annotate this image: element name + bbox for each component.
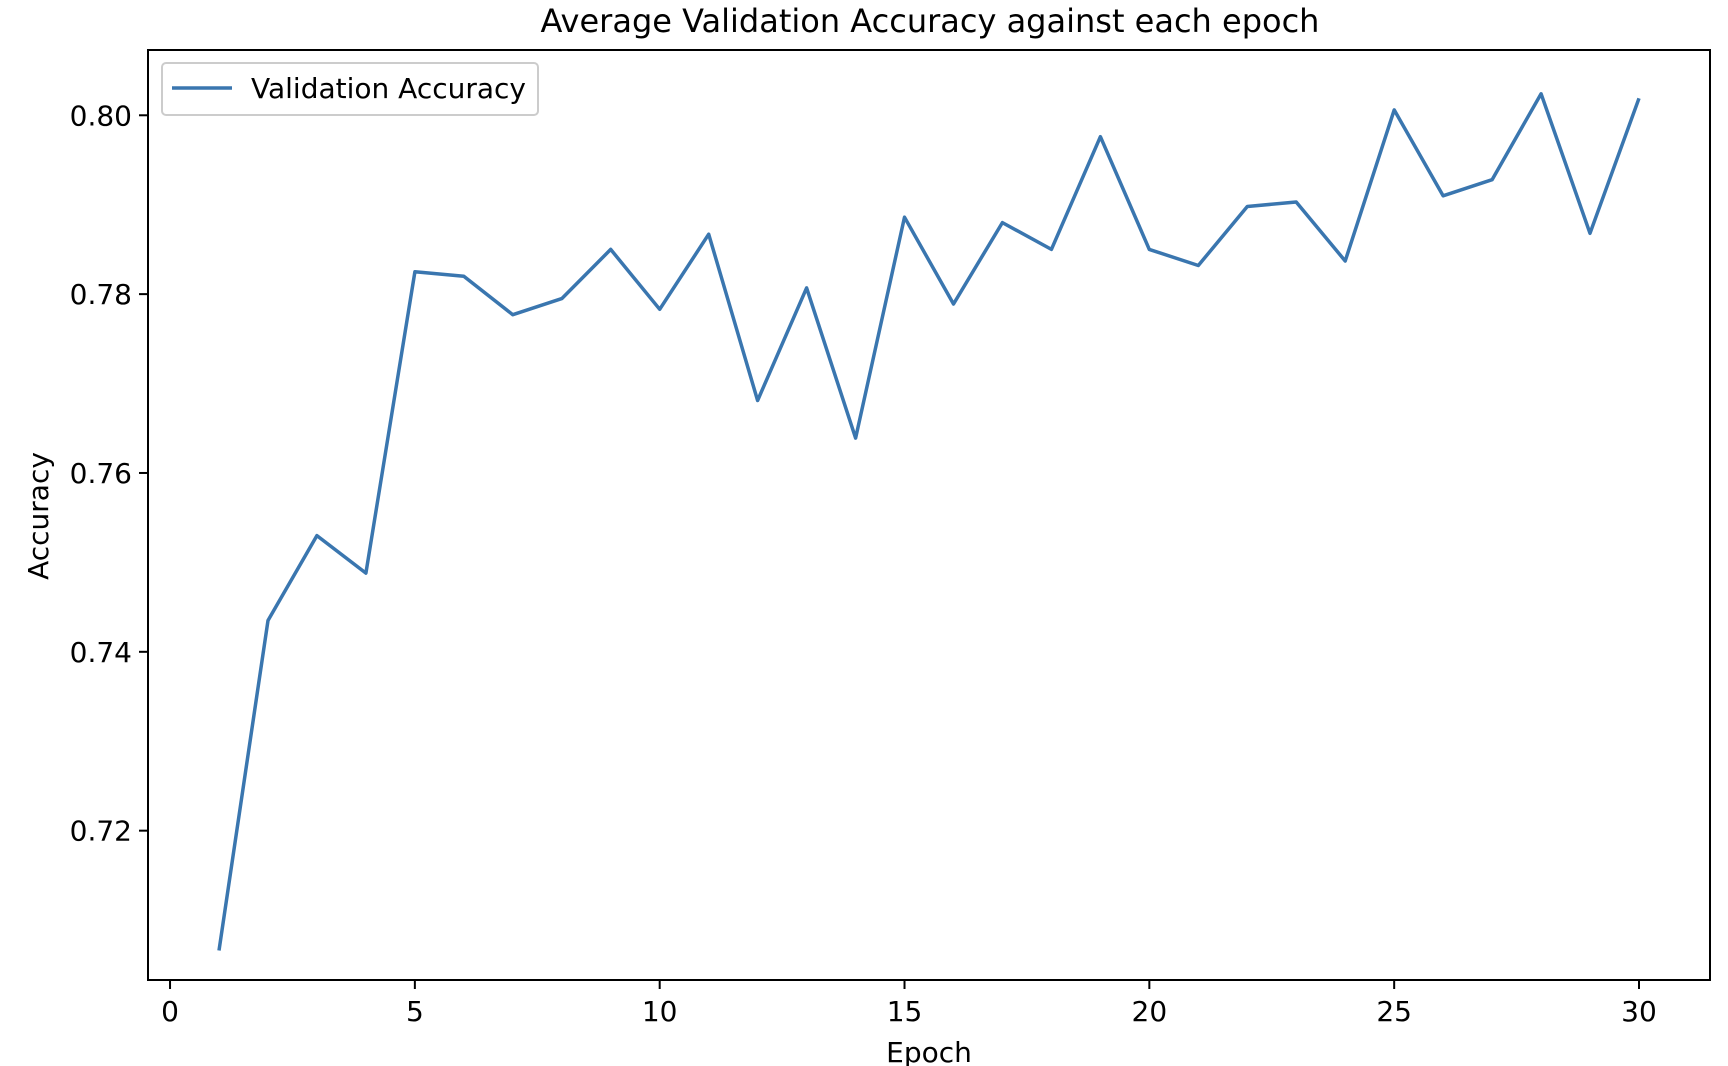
x-tick-label: 10 — [642, 995, 678, 1028]
chart-title: Average Validation Accuracy against each… — [541, 2, 1320, 40]
x-tick-label: 30 — [1621, 995, 1657, 1028]
plot-area — [217, 92, 1641, 951]
legend-box — [161, 62, 539, 116]
legend-label-validation-accuracy: Validation Accuracy — [251, 72, 526, 105]
y-tick-label: 0.80 — [70, 99, 132, 132]
x-tick-label: 0 — [161, 995, 179, 1028]
series-line-validation-accuracy — [217, 92, 1641, 951]
x-tick-label: 5 — [406, 995, 424, 1028]
y-tick-label: 0.72 — [70, 815, 132, 848]
legend: Validation Accuracy — [161, 62, 539, 116]
x-axis: 0 5 10 15 20 25 30 — [161, 980, 1657, 1028]
y-tick-label: 0.74 — [70, 636, 132, 669]
y-tick-label: 0.78 — [70, 278, 132, 311]
x-tick-label: 25 — [1376, 995, 1412, 1028]
y-axis: 0.72 0.74 0.76 0.78 0.80 — [70, 99, 148, 848]
x-tick-label: 15 — [887, 995, 923, 1028]
x-tick-label: 20 — [1132, 995, 1168, 1028]
x-axis-label: Epoch — [886, 1036, 972, 1066]
y-tick-label: 0.76 — [70, 457, 132, 490]
y-axis-label: Accuracy — [22, 452, 55, 580]
axes-frame — [147, 49, 1711, 981]
